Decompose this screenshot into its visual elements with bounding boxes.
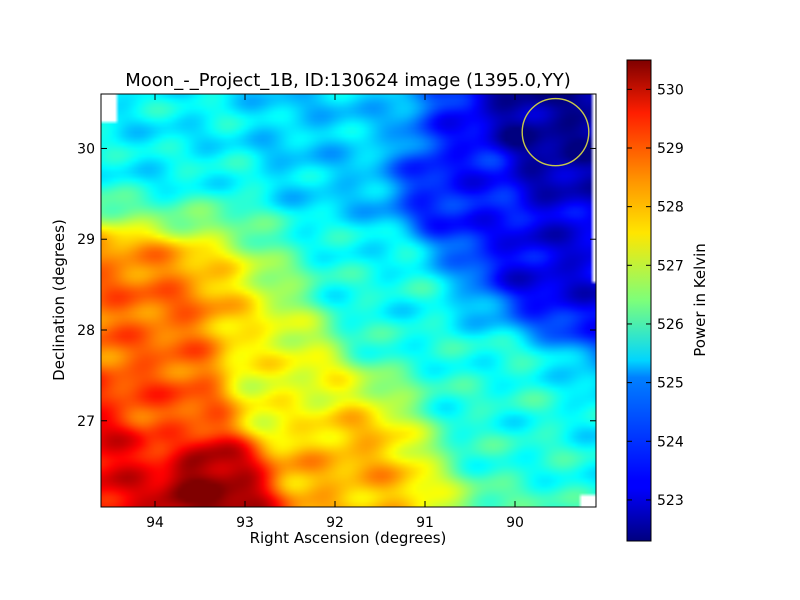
x-tick-label: 93 [236, 515, 254, 531]
heatmap-image [101, 94, 596, 507]
colorbar-tick-label: 528 [657, 200, 684, 216]
plot-frame [100, 93, 597, 508]
colorbar-label: Power in Kelvin [691, 243, 709, 357]
y-tick-label: 28 [77, 323, 95, 339]
heatmap-raster [101, 94, 596, 507]
y-axis-ticks: 27 28 29 30 [77, 141, 596, 430]
colorbar-tick-label: 524 [657, 434, 684, 450]
x-tick-label: 94 [146, 515, 164, 531]
y-tick-label: 30 [77, 141, 95, 157]
x-tick-label: 92 [326, 515, 344, 531]
y-tick-label: 29 [77, 232, 95, 248]
colorbar [626, 59, 652, 542]
colorbar-tick-label: 525 [657, 376, 684, 392]
x-axis-ticks: 94 93 92 91 90 [146, 94, 524, 531]
y-tick-label: 27 [77, 414, 95, 430]
source-marker-circle [521, 97, 590, 167]
colorbar-tick-label: 523 [657, 493, 684, 509]
x-tick-label: 91 [416, 515, 434, 531]
colorbar-ticks: 523 524 525 526 527 528 529 530 [627, 82, 684, 509]
y-axis-label: Declination (degrees) [50, 219, 68, 381]
colorbar-tick-label: 530 [657, 82, 684, 98]
chart-title: Moon_-_Project_1B, ID:130624 image (1395… [125, 70, 570, 91]
colorbar-tick-label: 529 [657, 141, 684, 157]
colorbar-tick-label: 526 [657, 317, 684, 333]
colorbar-tick-label: 527 [657, 258, 684, 274]
x-tick-label: 90 [506, 515, 524, 531]
x-axis-label: Right Ascension (degrees) [250, 529, 447, 547]
